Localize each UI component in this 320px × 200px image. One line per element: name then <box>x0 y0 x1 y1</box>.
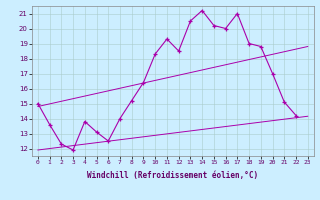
X-axis label: Windchill (Refroidissement éolien,°C): Windchill (Refroidissement éolien,°C) <box>87 171 258 180</box>
